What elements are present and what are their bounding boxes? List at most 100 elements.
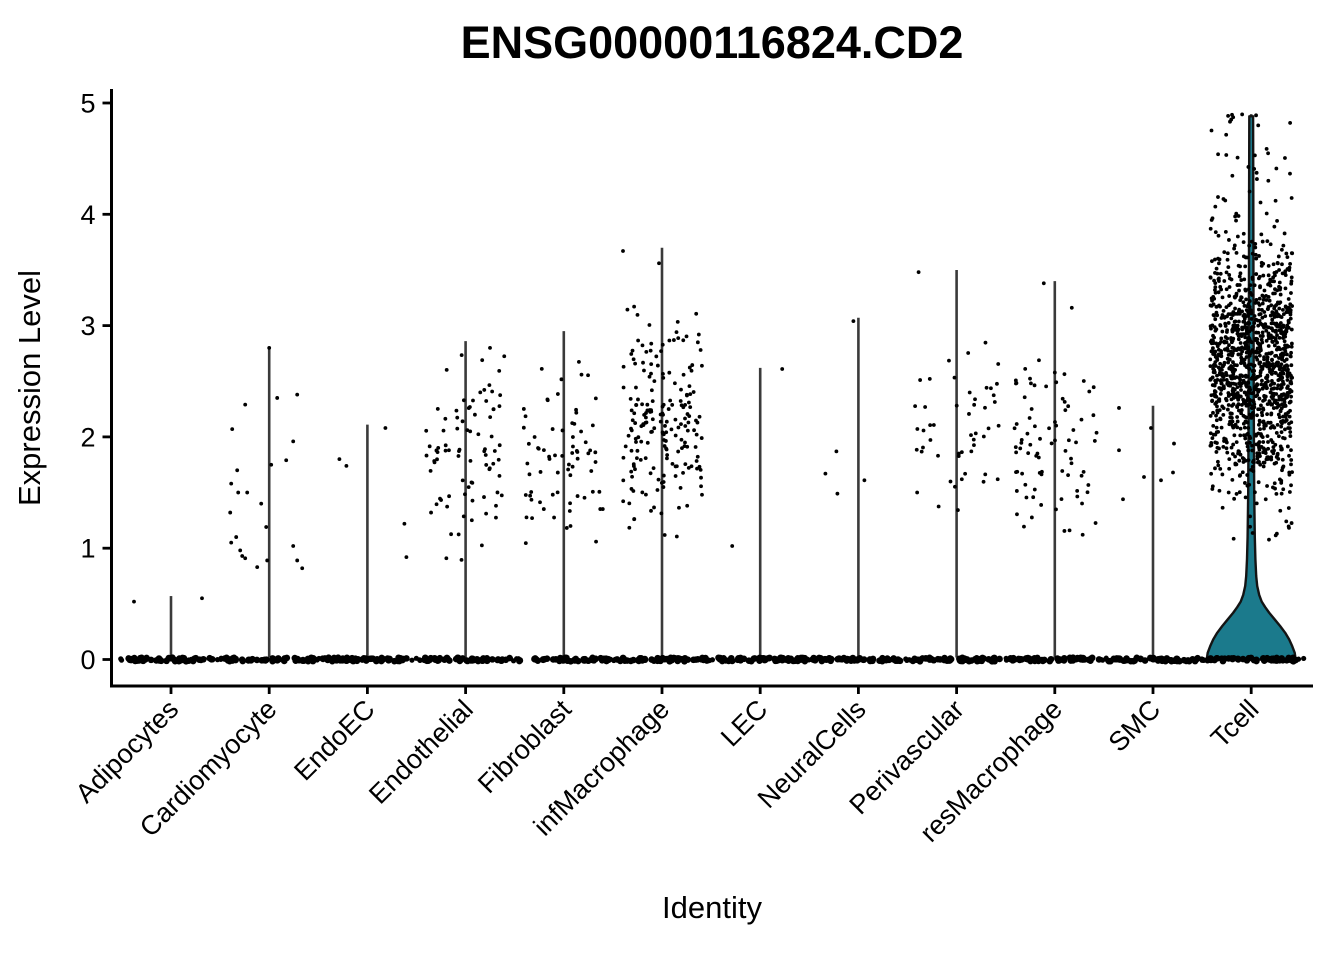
expression-point [1263,451,1268,455]
expression-point [1212,352,1217,357]
expression-point [447,494,451,499]
expression-point [1250,448,1255,453]
expression-point [634,403,639,407]
expression-point [969,449,974,454]
expression-point [586,451,591,456]
expression-point [1014,489,1019,493]
expression-point [661,473,666,478]
x-tick-label: Fibroblast [472,694,577,799]
expression-point [1231,336,1236,341]
expression-point [1270,424,1275,428]
expression-point [1279,385,1284,390]
expression-point [633,436,638,441]
expression-point [521,407,526,411]
expression-point [936,453,940,458]
expression-point [959,450,964,455]
expression-point [921,445,925,450]
expression-point [954,403,959,408]
expression-point [1278,321,1283,325]
expression-point [1264,338,1269,343]
expression-point [1041,281,1046,286]
zero-expression-dot [707,657,713,663]
zero-expression-dot [608,656,614,662]
zero-expression-dot [473,655,481,663]
expression-point [337,457,342,462]
expression-point [1241,300,1246,305]
expression-point [1264,146,1269,151]
expression-point [1281,346,1286,351]
expression-point [698,467,703,472]
expression-point [1282,359,1287,363]
expression-point [1224,377,1229,382]
expression-point [1172,441,1176,446]
expression-point [1223,347,1227,352]
expression-point [555,392,560,396]
zero-expression-dot [1098,656,1104,663]
expression-point [1272,481,1277,486]
expression-point [1066,473,1070,478]
expression-point [668,398,673,403]
expression-point [956,451,961,456]
expression-point [627,501,632,506]
expression-point [1234,492,1239,496]
expression-point [1235,234,1240,239]
expression-point [1254,297,1259,302]
expression-point [1250,376,1255,381]
expression-point [665,453,670,457]
expression-point [402,521,407,526]
violin-group [1003,281,1111,665]
expression-point [424,453,429,458]
expression-point [1230,327,1235,332]
expression-point [672,338,676,342]
expression-point [1279,406,1284,411]
violin-group [313,424,423,665]
expression-point [1260,239,1265,244]
expression-point [1224,373,1229,378]
expression-point [444,556,449,561]
expression-point [1032,383,1037,388]
expression-point [1212,313,1217,318]
expression-point [1277,268,1282,272]
expression-point [1117,448,1121,453]
expression-point [1210,346,1215,351]
expression-point [1271,262,1276,267]
zero-expression-dot [239,657,247,665]
violin-group [507,331,618,665]
expression-point [1019,437,1024,442]
zero-expression-dot [397,655,404,663]
expression-point [1258,343,1263,348]
expression-point [1273,329,1278,334]
expression-point [523,493,528,497]
zero-expression-dot [391,657,398,665]
expression-point [973,431,978,436]
zero-expression-dot [598,656,606,663]
expression-point [1247,299,1252,303]
expression-point [1257,353,1262,358]
expression-point [1257,307,1261,312]
expression-point [1262,421,1267,426]
expression-point [1256,123,1261,128]
expression-point [1247,385,1252,390]
zero-expression-dot [1068,654,1076,662]
expression-point [1241,240,1246,245]
expression-point [491,461,496,466]
expression-point [967,412,971,416]
expression-point [683,416,687,421]
expression-point [1245,304,1249,309]
expression-point [1270,381,1275,386]
expression-point [590,423,595,428]
expression-point [526,441,531,446]
expression-point [528,493,533,498]
zero-expression-dot [1017,655,1024,663]
expression-point [1262,394,1267,399]
expression-point [1243,436,1248,441]
expression-point [1273,370,1278,375]
zero-expression-dot [1205,656,1213,663]
expression-point [1236,402,1241,407]
zero-expression-dot [779,654,787,662]
expression-point [1063,408,1068,413]
expression-point [1255,340,1260,345]
expression-point [1219,287,1224,292]
violin-group [118,596,224,665]
expression-point [1029,407,1034,411]
